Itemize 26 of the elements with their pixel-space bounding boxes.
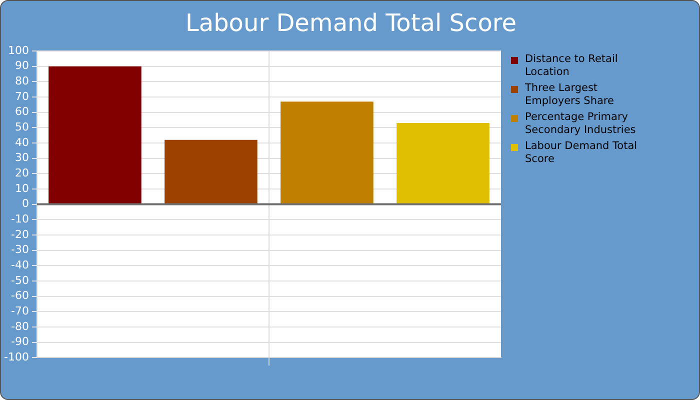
y-tick-label: -40 [10,258,29,272]
y-tick-label: 20 [14,166,29,180]
y-tick-label: -90 [10,335,29,348]
y-tick-label: 10 [14,182,29,195]
legend-label: Three Largest Employers Share [525,82,615,108]
y-tick-label: 60 [14,105,29,118]
y-tick-label: -20 [10,228,29,241]
y-tick-label: 40 [14,136,29,149]
y-tick-label: 70 [14,90,29,103]
y-tick-label: 100 [8,44,29,57]
chart-title: Labour Demand Total Score [184,9,518,37]
y-tick-label: -30 [10,243,29,256]
y-tick-label: 90 [14,59,29,72]
y-tick-label: 50 [14,120,29,134]
y-tick-label: 30 [14,151,29,164]
y-tick-label: 80 [14,74,29,88]
legend-label: Distance to Retail Location [525,53,619,79]
y-tick-label: -100 [4,350,29,364]
y-tick-label: -50 [10,274,29,287]
legend-label: Labour Demand Total Score [525,140,638,166]
y-tick-label: -10 [10,212,29,226]
y-tick-label: -70 [10,304,29,318]
y-tick-label: -80 [10,320,29,333]
y-tick-label: 0 [22,197,29,210]
legend-label: Percentage Primary Secondary Industries [525,111,637,137]
y-tick-label: -60 [10,289,29,302]
